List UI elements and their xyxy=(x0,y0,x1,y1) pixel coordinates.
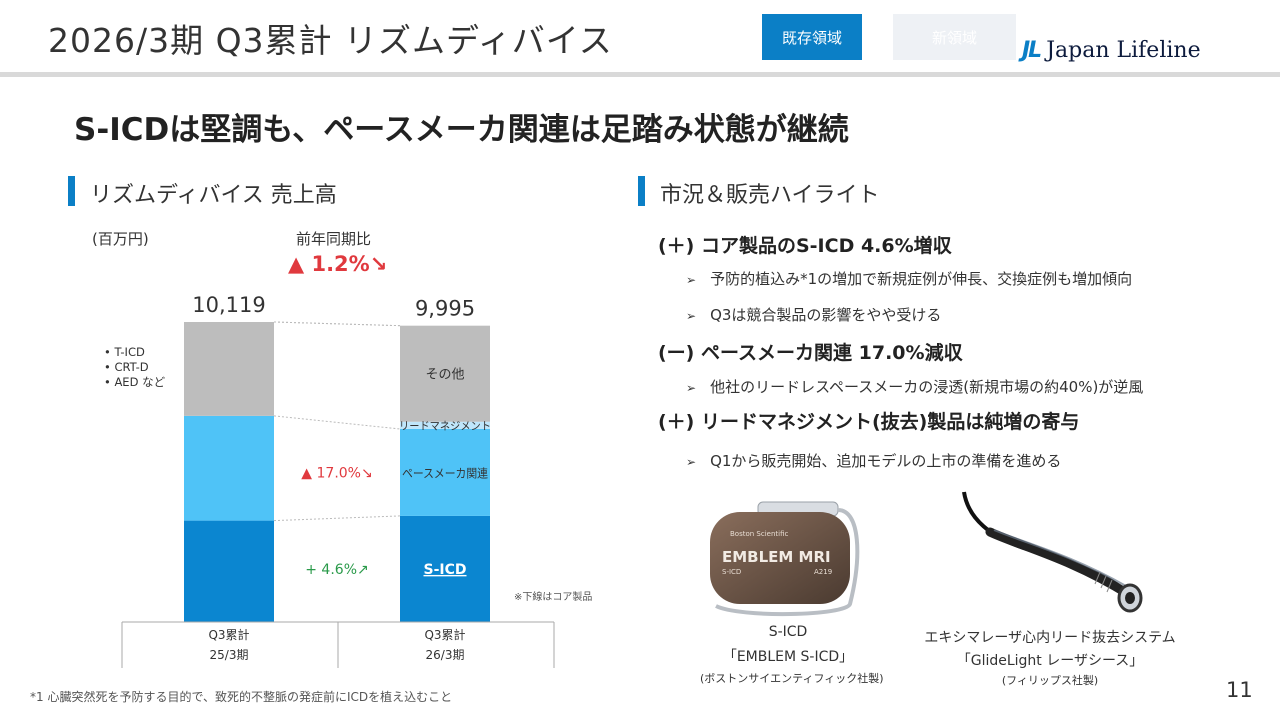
series-label: ペースメーカ関連 xyxy=(402,466,488,480)
series-label: その他 xyxy=(425,368,464,383)
connector-line xyxy=(273,515,401,522)
yoy-label: 前年同期比 xyxy=(296,230,372,248)
legend-note: • CRT-D xyxy=(104,360,149,374)
other-legend-notes: • T-ICD • CRT-D • AED など xyxy=(104,345,165,390)
highlight-bullet: ➢ Q1から販売開始、追加モデルの上市の準備を進める xyxy=(686,450,1061,471)
chart-unit-label: (百万円) xyxy=(92,230,149,248)
product-model: 「GlideLight レーザシース」 xyxy=(956,653,1144,669)
emblem-sicd-device-image: Boston Scientific EMBLEM MRI S-ICD A219 xyxy=(710,501,860,617)
bar-segment xyxy=(400,428,490,516)
logo-mark: JL xyxy=(1022,37,1042,63)
category-tick-label: 26/3期 xyxy=(426,648,465,662)
category-tick-label: Q3累計 xyxy=(424,627,465,642)
company-logo: JL Japan Lifeline xyxy=(1022,34,1201,66)
series-label: リードマネジメント xyxy=(399,419,491,432)
bullet-arrow-icon: ➢ xyxy=(686,455,697,469)
logo-text: Japan Lifeline xyxy=(1046,37,1201,63)
bar-total-label: 10,119 xyxy=(192,293,265,317)
bar-segment xyxy=(400,515,490,622)
bar-segment xyxy=(184,520,274,622)
bullet-arrow-icon: ➢ xyxy=(686,273,697,287)
connector-line xyxy=(273,321,401,327)
change-label: + 4.6%↗ xyxy=(305,562,368,578)
bar-total-label: 9,995 xyxy=(415,297,475,321)
section-marker xyxy=(68,176,75,206)
product-name: エキシマレーザ心内リード抜去システム xyxy=(924,630,1176,646)
bullet-arrow-icon: ➢ xyxy=(686,309,697,323)
bar-segment xyxy=(400,421,490,429)
footnote: *1 心臓突然死を予防する目的で、致死的不整脈の発症前にICDを植え込むこと xyxy=(30,690,453,704)
series-label: S-ICD xyxy=(424,562,467,578)
core-product-note: ※下線はコア製品 xyxy=(514,592,593,603)
device-brand: Boston Scientific xyxy=(730,530,788,538)
highlight-bullet: ➢ 他社のリードレスペースメーカの浸透(新規市場の約40%)が逆風 xyxy=(686,376,1143,397)
right-section-title: 市況＆販売ハイライト xyxy=(660,183,880,208)
bullet-text: Q3は競合製品の影響をやや受ける xyxy=(710,306,942,324)
bullet-text: 他社のリードレスペースメーカの浸透(新規市場の約40%)が逆風 xyxy=(710,378,1144,396)
yoy-value: ▲ 1.2%↘ xyxy=(288,252,388,276)
highlight-heading: (＋) リードマネジメント(抜去)製品は純増の寄与 xyxy=(658,411,1080,433)
legend-note: • T-ICD xyxy=(104,345,145,359)
bullet-arrow-icon: ➢ xyxy=(686,381,697,395)
category-tick-label: Q3累計 xyxy=(208,627,249,642)
bullet-text: Q1から販売開始、追加モデルの上市の準備を進める xyxy=(710,452,1062,470)
slide-headline: S-ICDは堅調も、ペースメーカ関連は足踏み状態が継続 xyxy=(74,112,849,148)
change-label: ▲ 17.0%↘ xyxy=(301,465,372,481)
glidelight-laser-sheath-image xyxy=(962,491,1143,613)
product-model: 「EMBLEM S-ICD」 xyxy=(722,649,854,665)
connector-line xyxy=(273,415,401,430)
product-maker: (ボストンサイエンティフィック社製) xyxy=(700,672,884,685)
bar-segment xyxy=(184,322,274,416)
left-section-title: リズムディバイス 売上高 xyxy=(90,183,337,208)
device-model: A219 xyxy=(814,568,832,576)
highlight-heading: (＋) コア製品のS-ICD 4.6%増収 xyxy=(658,235,952,257)
category-tick-label: 25/3期 xyxy=(210,648,249,662)
header-divider xyxy=(0,72,1280,77)
legend-note: • AED など xyxy=(104,375,166,389)
tab-existing-area[interactable]: 既存領域 xyxy=(762,14,862,60)
highlight-bullet: ➢ 予防的植込み*1の増加で新規症例が伸長、交換症例も増加傾向 xyxy=(686,268,1132,289)
device-label: EMBLEM MRI xyxy=(722,548,831,566)
page-number: 11 xyxy=(1226,678,1253,702)
bar-segment xyxy=(184,415,274,521)
bullet-text: 予防的植込み*1の増加で新規症例が伸長、交換症例も増加傾向 xyxy=(710,270,1133,288)
bar-segment xyxy=(400,325,490,422)
page-title: 2026/3期 Q3累計 リズムディバイス xyxy=(48,21,613,60)
device-sub: S-ICD xyxy=(722,568,741,576)
highlight-bullet: ➢ Q3は競合製品の影響をやや受ける xyxy=(686,304,941,325)
section-marker xyxy=(638,176,645,206)
product-maker: (フィリップス社製) xyxy=(1001,674,1099,687)
tab-new-area[interactable]: 新領域 xyxy=(893,14,1016,60)
product-name: S-ICD xyxy=(768,624,808,640)
highlight-heading: (ー) ペースメーカ関連 17.0%減収 xyxy=(658,342,963,364)
connector-line xyxy=(273,321,401,327)
